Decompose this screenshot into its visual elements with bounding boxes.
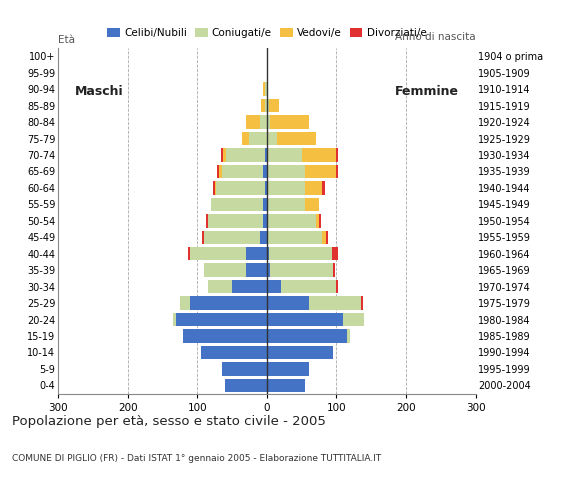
Bar: [221, 148, 223, 162]
Bar: [260, 230, 267, 244]
Bar: [180, 296, 190, 310]
Bar: [267, 346, 333, 359]
Bar: [225, 379, 267, 392]
Bar: [232, 280, 267, 293]
Text: Anno di nascita: Anno di nascita: [395, 32, 476, 42]
Bar: [222, 362, 267, 376]
Bar: [267, 313, 343, 326]
Bar: [332, 247, 339, 261]
Bar: [333, 264, 335, 277]
Bar: [211, 198, 263, 211]
Bar: [226, 148, 264, 162]
Bar: [267, 165, 305, 178]
Bar: [336, 280, 339, 293]
Bar: [190, 296, 267, 310]
Bar: [190, 247, 246, 261]
Bar: [309, 296, 361, 310]
Bar: [264, 148, 267, 162]
Bar: [222, 165, 263, 178]
Text: COMUNE DI PIGLIO (FR) - Dati ISTAT 1° gennaio 2005 - Elaborazione TUTTITALIA.IT: COMUNE DI PIGLIO (FR) - Dati ISTAT 1° ge…: [12, 454, 381, 463]
Bar: [267, 99, 269, 112]
Bar: [267, 379, 305, 392]
Bar: [267, 230, 322, 244]
Text: Femmine: Femmine: [395, 85, 459, 98]
Bar: [176, 313, 267, 326]
Bar: [267, 329, 347, 343]
Bar: [188, 247, 190, 261]
Bar: [260, 115, 267, 129]
Text: Maschi: Maschi: [75, 85, 124, 98]
Bar: [319, 214, 321, 228]
Bar: [216, 181, 264, 194]
Bar: [183, 329, 267, 343]
Bar: [264, 99, 267, 112]
Text: Popolazione per età, sesso e stato civile - 2005: Popolazione per età, sesso e stato civil…: [12, 415, 325, 428]
Bar: [208, 280, 232, 293]
Bar: [267, 247, 269, 261]
Bar: [263, 198, 267, 211]
Bar: [322, 181, 325, 194]
Text: Età: Età: [58, 35, 75, 45]
Bar: [201, 346, 267, 359]
Bar: [218, 165, 219, 178]
Bar: [305, 198, 319, 211]
Bar: [361, 296, 363, 310]
Bar: [173, 313, 176, 326]
Bar: [326, 230, 328, 244]
Bar: [246, 247, 267, 261]
Bar: [267, 83, 268, 96]
Bar: [212, 181, 215, 194]
Bar: [302, 148, 336, 162]
Bar: [305, 165, 336, 178]
Bar: [263, 165, 267, 178]
Bar: [267, 264, 270, 277]
Bar: [336, 165, 339, 178]
Bar: [269, 247, 332, 261]
Bar: [223, 148, 226, 162]
Bar: [277, 132, 316, 145]
Bar: [264, 181, 267, 194]
Bar: [261, 99, 264, 112]
Bar: [343, 313, 364, 326]
Bar: [316, 214, 319, 228]
Bar: [246, 115, 260, 129]
Bar: [263, 214, 267, 228]
Bar: [267, 132, 277, 145]
Bar: [204, 264, 246, 277]
Bar: [208, 214, 263, 228]
Bar: [269, 99, 280, 112]
Bar: [242, 132, 249, 145]
Bar: [267, 181, 305, 194]
Bar: [322, 230, 326, 244]
Bar: [336, 148, 339, 162]
Bar: [347, 329, 350, 343]
Bar: [267, 362, 309, 376]
Bar: [219, 165, 222, 178]
Legend: Celibi/Nubili, Coniugati/e, Vedovi/e, Divorziati/e: Celibi/Nubili, Coniugati/e, Vedovi/e, Di…: [103, 24, 430, 42]
Bar: [270, 264, 333, 277]
Bar: [267, 280, 281, 293]
Bar: [266, 83, 267, 96]
Bar: [204, 230, 260, 244]
Bar: [267, 296, 309, 310]
Bar: [267, 198, 305, 211]
Bar: [267, 115, 270, 129]
Bar: [205, 214, 208, 228]
Bar: [215, 181, 216, 194]
Bar: [249, 132, 267, 145]
Bar: [267, 214, 316, 228]
Bar: [267, 148, 302, 162]
Bar: [281, 280, 336, 293]
Bar: [263, 83, 266, 96]
Bar: [305, 181, 322, 194]
Bar: [246, 264, 267, 277]
Bar: [202, 230, 204, 244]
Bar: [270, 115, 309, 129]
